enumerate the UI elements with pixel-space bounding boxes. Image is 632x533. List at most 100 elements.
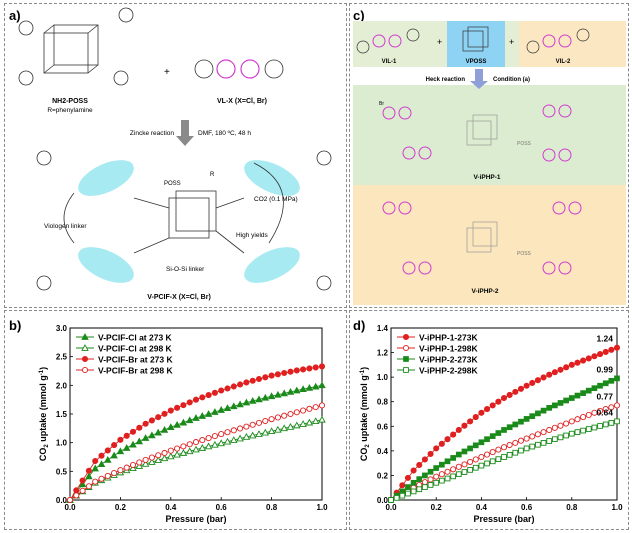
data-point [305, 418, 314, 426]
data-point [602, 406, 609, 413]
data-point [85, 472, 93, 480]
data-point [613, 402, 621, 409]
data-point [467, 418, 474, 425]
data-point [450, 455, 457, 461]
data-point [230, 436, 238, 443]
data-point [136, 424, 143, 431]
data-point [192, 396, 200, 403]
data-point [438, 471, 445, 478]
data-point [173, 420, 181, 428]
vposs-label: VPOSS [466, 59, 487, 65]
data-point [512, 421, 519, 428]
data-point [529, 379, 536, 387]
data-point [489, 449, 496, 456]
data-point [568, 361, 575, 368]
legend: V-PCIF-Cl at 273 KV-PCIF-Cl at 298 KV-PC… [76, 333, 173, 376]
x-tick-label: 0.0 [385, 503, 397, 512]
data-point [551, 402, 558, 409]
data-point [73, 492, 80, 499]
product-label: V-PCIF-X (X=Cl, Br) [147, 294, 211, 301]
data-point [614, 375, 620, 382]
data-point [580, 390, 586, 396]
data-point [255, 430, 263, 437]
data-point [602, 380, 609, 387]
data-point [268, 372, 275, 379]
data-point [580, 414, 587, 421]
data-point [512, 439, 519, 446]
condition-label: Condition (a) [493, 77, 530, 83]
series-0 [66, 381, 326, 503]
panel-d-label: d) [353, 318, 366, 333]
data-point [444, 436, 451, 443]
data-point [506, 391, 513, 399]
data-point [608, 404, 615, 411]
data-point [540, 407, 547, 414]
legend-marker [81, 355, 89, 363]
data-point [218, 431, 225, 438]
y-tick-label: 1.2 [377, 349, 389, 358]
y-tick-label: 0.0 [377, 496, 389, 505]
data-point [388, 497, 394, 503]
vposs-structure [462, 26, 489, 52]
data-point [92, 457, 99, 465]
data-point [500, 444, 508, 451]
data-point [540, 440, 547, 446]
plot-frame [390, 327, 618, 501]
data-point [483, 451, 491, 458]
v-iphp1-network [382, 104, 572, 162]
data-point [478, 462, 485, 469]
data-point [484, 436, 490, 443]
viologen-linker-label: Viologen linker [44, 223, 87, 230]
data-point [613, 344, 621, 351]
y-tick-label: 2.0 [56, 381, 68, 390]
data-point [444, 458, 451, 465]
r-label: R [210, 172, 215, 178]
data-point [306, 365, 313, 372]
data-point [261, 428, 270, 436]
data-point [546, 426, 553, 434]
data-point [472, 442, 479, 449]
data-point [422, 472, 428, 479]
data-point [585, 387, 592, 394]
legend-entry: V-iPHP-1-273K [419, 333, 478, 343]
data-point [455, 471, 462, 478]
y-tick-label: 3.0 [56, 324, 68, 333]
data-point [614, 418, 620, 425]
data-point [79, 477, 86, 484]
data-point [249, 421, 256, 428]
data-point [274, 390, 282, 398]
vil1-label: VIL-1 [382, 59, 397, 65]
data-point [274, 425, 282, 433]
plus-1: + [437, 37, 442, 47]
data-point [534, 431, 541, 438]
data-point [580, 357, 587, 364]
x-tick-label: 1.0 [316, 503, 328, 512]
poss-label: POSS [164, 181, 181, 187]
reaction-arrow [176, 120, 194, 146]
reactant1-label: NH2-POSS [52, 98, 88, 105]
data-point [293, 421, 301, 429]
reactant2-label: VL-X (X=Cl, Br) [217, 98, 267, 105]
vil2-structure [526, 28, 590, 54]
viologen-cycle-arrow [63, 192, 75, 244]
data-point [267, 427, 276, 435]
data-point [281, 412, 288, 419]
data-point [111, 470, 118, 477]
series-3 [388, 418, 620, 503]
data-point [318, 402, 326, 409]
data-point [141, 459, 150, 467]
data-point [410, 479, 417, 486]
data-point [281, 369, 288, 377]
data-point [529, 433, 536, 440]
data-point [274, 371, 281, 378]
plus-sign: + [164, 67, 170, 78]
data-point [568, 418, 575, 425]
data-point [180, 402, 187, 409]
data-point [217, 406, 225, 413]
series-2 [388, 375, 620, 503]
data-point [248, 431, 257, 439]
data-point [142, 420, 149, 427]
data-point [461, 448, 468, 455]
data-point [427, 476, 434, 483]
data-point [224, 429, 231, 436]
